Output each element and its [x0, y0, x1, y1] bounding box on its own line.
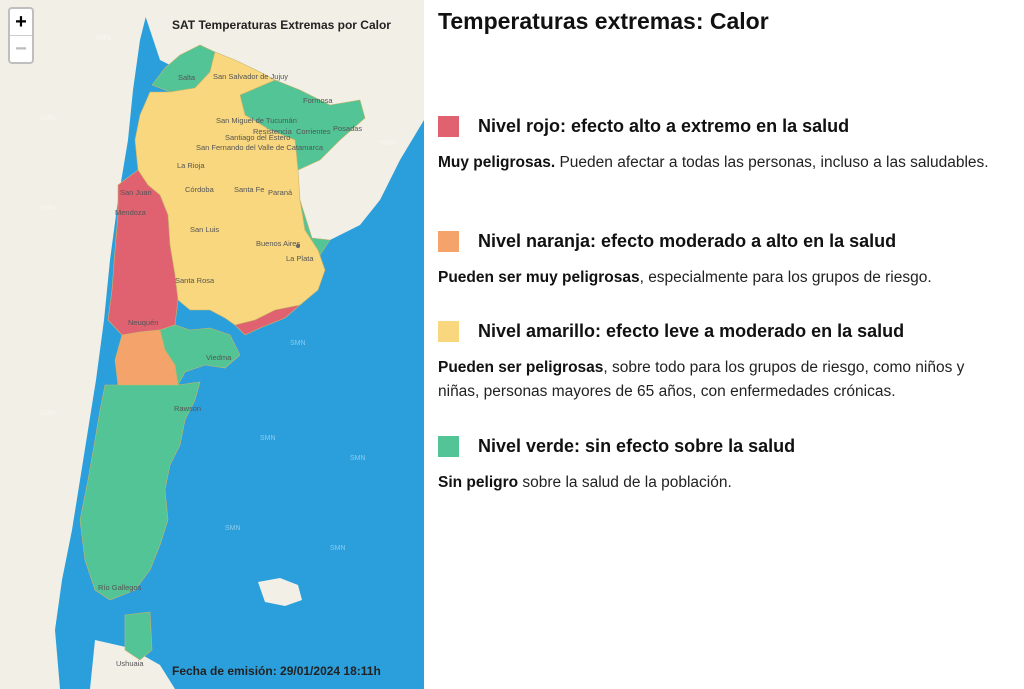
- level-amarillo: Nivel amarillo: efecto leve a moderado e…: [438, 319, 1008, 404]
- level-desc-bold: Sin peligro: [438, 474, 519, 491]
- level-description: Sin peligro sobre la salud de la poblaci…: [438, 471, 1008, 495]
- level-description: Pueden ser peligrosas, sobre todo para l…: [438, 356, 1008, 404]
- city-label: Mendoza: [115, 208, 147, 217]
- watermark: SMN: [290, 340, 306, 347]
- city-label: Santiago del Estero: [225, 133, 290, 142]
- watermark: SMN: [95, 35, 111, 42]
- swatch-orange: [438, 230, 459, 252]
- zoom-in-button[interactable]: +: [15, 11, 27, 33]
- alert-map[interactable]: Salta San Salvador de Jujuy Formosa Posa…: [0, 0, 424, 689]
- map-title: SAT Temperaturas Extremas por Calor: [172, 18, 391, 32]
- malvinas-islands: [258, 578, 302, 606]
- city-label: Viedma: [206, 353, 232, 362]
- zoom-out-button[interactable]: −: [10, 35, 32, 62]
- watermark: SMN: [260, 435, 276, 442]
- city-label: La Rioja: [177, 161, 205, 170]
- level-naranja: Nivel naranja: efecto moderado a alto en…: [438, 229, 1008, 290]
- city-markers: [296, 244, 300, 248]
- watermarks: SMN SMN SMN SMN SMN SMN SMN SMN SMN SMN: [40, 35, 396, 552]
- watermark: SMN: [40, 115, 56, 122]
- level-name: Nivel rojo: efecto alto a extremo en la …: [478, 115, 850, 136]
- level-desc-text: , sobre todo para los grupos de riesgo, …: [438, 359, 965, 400]
- level-desc-text: Pueden afectar a todas las personas, inc…: [555, 154, 989, 171]
- zoom-control: + −: [8, 7, 34, 64]
- level-rojo: Nivel rojo: efecto alto a extremo en la …: [438, 114, 1008, 175]
- city-label: Santa Fe: [234, 185, 264, 194]
- city-label: Resistencia: [253, 127, 293, 136]
- watermark: SMN: [380, 140, 396, 147]
- city-label: Neuquén: [128, 318, 158, 327]
- swatch-red: [438, 115, 459, 137]
- city-label: La Plata: [286, 254, 314, 263]
- emission-date: Fecha de emisión: 29/01/2024 18:11h: [172, 664, 381, 678]
- region-verde-patagonia[interactable]: [79, 381, 201, 601]
- city-label: Río Gallegos: [98, 583, 142, 592]
- watermark: SMN: [350, 455, 366, 462]
- level-description: Pueden ser muy peligrosas, especialmente…: [438, 266, 1008, 290]
- neighbour-land-west: [0, 0, 150, 689]
- city-label: Buenos Aires: [256, 239, 300, 248]
- legend-panel: Temperaturas extremas: Calor Nivel rojo:…: [424, 0, 1024, 689]
- level-name: Nivel verde: sin efecto sobre la salud: [478, 435, 796, 456]
- neighbour-land-southtip: [90, 640, 175, 689]
- city-label: San Salvador de Jujuy: [213, 72, 288, 81]
- city-label: San Luis: [190, 225, 219, 234]
- city-label: Paraná: [268, 188, 293, 197]
- swatch-yellow: [438, 320, 459, 342]
- watermark: SMN: [225, 525, 241, 532]
- watermark: SMN: [330, 545, 346, 552]
- city-labels: Salta San Salvador de Jujuy Formosa Posa…: [98, 72, 362, 668]
- city-label: Corrientes: [296, 127, 331, 136]
- city-label: San Miguel de Tucumán: [216, 116, 297, 125]
- city-label: Rawson: [174, 404, 201, 413]
- watermark: SMN: [40, 205, 56, 212]
- region-rojo-costa-sur[interactable]: [234, 304, 302, 336]
- level-description: Muy peligrosas. Pueden afectar a todas l…: [438, 151, 1008, 175]
- level-desc-bold: Muy peligrosas.: [438, 154, 556, 171]
- city-label: Santa Rosa: [175, 276, 215, 285]
- city-label: Córdoba: [185, 185, 215, 194]
- city-label: Ushuaia: [116, 659, 144, 668]
- region-verde-tierradelfuego[interactable]: [124, 611, 153, 661]
- legend-title: Temperaturas extremas: Calor: [438, 8, 769, 34]
- map-canvas[interactable]: Salta San Salvador de Jujuy Formosa Posa…: [0, 0, 424, 689]
- region-verde-rionegro[interactable]: [159, 324, 241, 386]
- city-label: Salta: [178, 73, 196, 82]
- level-desc-bold: Pueden ser muy peligrosas: [438, 269, 640, 286]
- swatch-green: [438, 435, 459, 457]
- capital-marker: [296, 244, 300, 248]
- watermark: SMN: [40, 410, 56, 417]
- level-desc-bold: Pueden ser peligrosas: [438, 359, 604, 376]
- city-label: Posadas: [333, 124, 362, 133]
- city-label: Formosa: [303, 96, 333, 105]
- level-name: Nivel amarillo: efecto leve a moderado e…: [478, 320, 905, 341]
- city-label: San Fernando del Valle de Catamarca: [196, 143, 324, 152]
- level-name: Nivel naranja: efecto moderado a alto en…: [478, 230, 897, 251]
- level-desc-text: , especialmente para los grupos de riesg…: [639, 269, 932, 286]
- level-desc-text: sobre la salud de la población.: [518, 474, 732, 491]
- level-verde: Nivel verde: sin efecto sobre la salud S…: [438, 434, 1008, 495]
- region-verde-costa[interactable]: [299, 199, 331, 256]
- city-label: San Juan: [120, 188, 152, 197]
